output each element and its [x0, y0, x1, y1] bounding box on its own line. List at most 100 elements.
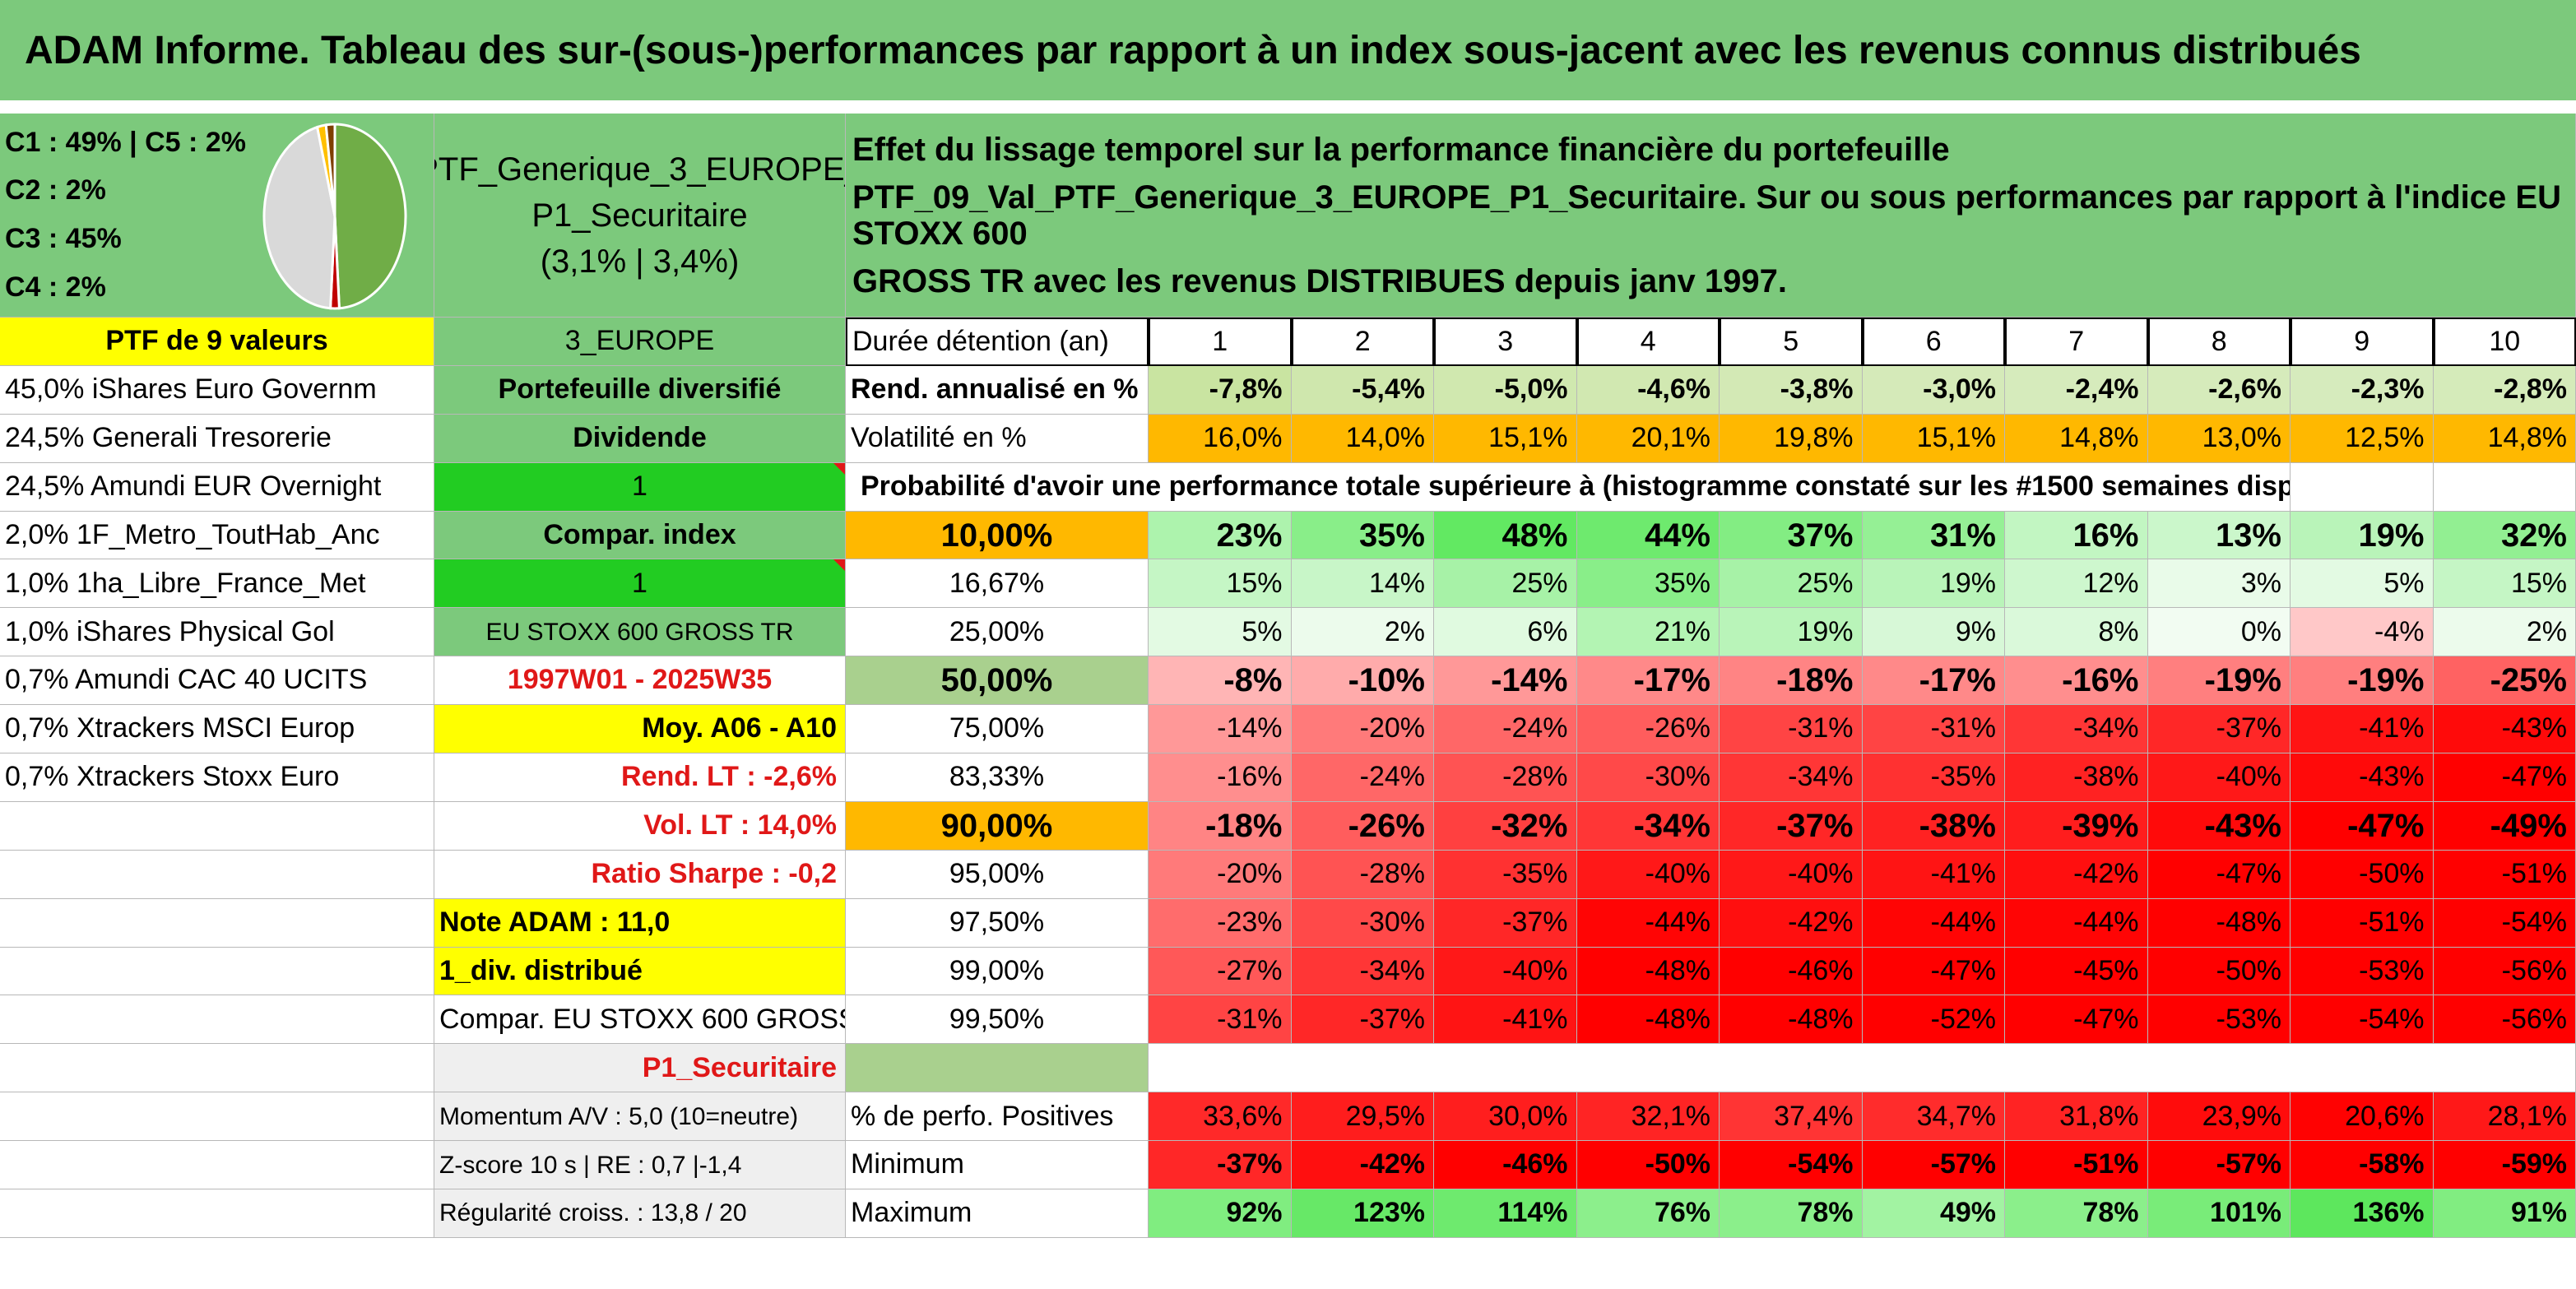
minimum-value: -57%: [2147, 1141, 2291, 1190]
quantile-value: -48%: [2147, 898, 2291, 948]
empty-cell: [846, 1044, 1149, 1093]
quantile-value: -27%: [1149, 947, 1292, 996]
quantile-label: 90,00%: [846, 801, 1149, 851]
quantile-value: -45%: [2005, 947, 2148, 996]
quantile-value: -48%: [1576, 995, 1720, 1045]
empty-cell: [0, 1141, 434, 1190]
volatility-value: 19,8%: [1720, 414, 1863, 463]
positive-perf-value: 37,4%: [1720, 1092, 1863, 1142]
minimum-value: -51%: [2005, 1141, 2148, 1190]
quantile-value: 15%: [2433, 559, 2576, 609]
volatility-value: 14,0%: [1291, 414, 1434, 463]
quantile-value: -40%: [1576, 850, 1720, 899]
holding-item: 2,0% 1F_Metro_ToutHab_Anc: [0, 511, 434, 560]
volatility-value: 14,8%: [2005, 414, 2148, 463]
quantile-value: 15%: [1149, 559, 1292, 609]
quantile-value: -26%: [1576, 705, 1720, 754]
quantile-value: -35%: [1434, 850, 1577, 899]
momentum: Momentum A/V : 5,0 (10=neutre): [434, 1092, 846, 1142]
annual-return-label: Rend. annualisé en %: [846, 365, 1149, 415]
quantile-value: -54%: [2433, 898, 2576, 948]
portfolio-type: Portefeuille diversifié: [434, 365, 846, 415]
quantile-value: -34%: [1291, 947, 1434, 996]
quantile-value: -28%: [1291, 850, 1434, 899]
year-header: 1: [1149, 318, 1292, 366]
positive-perf-value: 32,1%: [1576, 1092, 1720, 1142]
quantile-value: -41%: [2291, 705, 2434, 754]
period: 1997W01 - 2025W35: [434, 656, 846, 706]
quantile-value: 31%: [1862, 511, 2005, 560]
long-term-return: Rend. LT : -2,6%: [434, 753, 846, 802]
quantile-value: -43%: [2433, 705, 2576, 754]
quantile-value: 19%: [2291, 511, 2434, 560]
year-header: 6: [1862, 318, 2005, 366]
quantile-value: -4%: [2291, 608, 2434, 657]
quantile-value: -35%: [1862, 753, 2005, 802]
positive-perf-value: 31,8%: [2005, 1092, 2148, 1142]
adam-score: Note ADAM : 11,0: [434, 898, 846, 948]
holding-item: 0,7% Amundi CAC 40 UCITS: [0, 656, 434, 706]
quantile-value: -16%: [1149, 753, 1292, 802]
empty-cell: [0, 995, 434, 1045]
quantile-value: 2%: [2433, 608, 2576, 657]
quantile-value: 44%: [1576, 511, 1720, 560]
portfolio-name-line1: PTF_Generique_3_EUROPE_: [434, 151, 846, 188]
minimum-value: -58%: [2291, 1141, 2434, 1190]
effect-line3: GROSS TR avec les revenus DISTRIBUES dep…: [852, 262, 1787, 299]
quantile-value: 35%: [1291, 511, 1434, 560]
quantile-value: 13%: [2147, 511, 2291, 560]
holding-item: 45,0% iShares Euro Governm: [0, 365, 434, 415]
holding-item: 1,0% 1ha_Libre_France_Met: [0, 559, 434, 609]
quantile-value: -24%: [1291, 753, 1434, 802]
quantile-value: 3%: [2147, 559, 2291, 609]
pie-slice-c3: [262, 125, 337, 310]
quantile-value: -41%: [1862, 850, 2005, 899]
quantile-value: 16%: [2005, 511, 2148, 560]
quantile-value: -25%: [2433, 656, 2576, 706]
positive-perf-value: 23,9%: [2147, 1092, 2291, 1142]
dividend-value: 1: [434, 462, 846, 512]
quantile-value: -52%: [1862, 995, 2005, 1045]
positive-perf-value: 29,5%: [1291, 1092, 1434, 1142]
quantile-value: 25%: [1434, 559, 1577, 609]
maximum-value: 101%: [2147, 1189, 2291, 1238]
empty-cell: [0, 801, 434, 851]
minimum-value: -42%: [1291, 1141, 1434, 1190]
quantile-value: -14%: [1149, 705, 1292, 754]
long-term-volatility: Vol. LT : 14,0%: [434, 801, 846, 851]
holding-count: PTF de 9 valeurs: [0, 318, 434, 366]
holding-item: 0,7% Xtrackers Stoxx Euro: [0, 753, 434, 802]
quantile-value: -40%: [2147, 753, 2291, 802]
quantile-value: -56%: [2433, 995, 2576, 1045]
minimum-value: -37%: [1149, 1141, 1292, 1190]
positive-perf-value: 30,0%: [1434, 1092, 1577, 1142]
quantile-value: -16%: [2005, 656, 2148, 706]
quantile-value: -34%: [2005, 705, 2148, 754]
quantile-value: -31%: [1862, 705, 2005, 754]
empty-cell: [0, 1189, 434, 1238]
year-header: 5: [1720, 318, 1863, 366]
positive-perf-label: % de perfo. Positives: [846, 1092, 1149, 1142]
annual-return-value: -5,0%: [1434, 365, 1577, 415]
quantile-value: -44%: [2005, 898, 2148, 948]
quantile-value: -50%: [2291, 850, 2434, 899]
holding-item: 0,7% Xtrackers MSCI Europ: [0, 705, 434, 754]
quantile-label: 25,00%: [846, 608, 1149, 657]
quantile-value: -39%: [2005, 801, 2148, 851]
allocation-legend: C1 : 49% | C5 : 2% C2 : 2% C3 : 45% C4 :…: [5, 118, 246, 312]
minimum-value: -50%: [1576, 1141, 1720, 1190]
quantile-label: 16,67%: [846, 559, 1149, 609]
empty-cell: [0, 1044, 434, 1093]
quantile-value: -47%: [2433, 753, 2576, 802]
holding-item: 24,5% Amundi EUR Overnight: [0, 462, 434, 512]
year-header: 10: [2433, 318, 2576, 366]
annual-return-value: -3,0%: [1862, 365, 2005, 415]
quantile-value: -56%: [2433, 947, 2576, 996]
minimum-value: -46%: [1434, 1141, 1577, 1190]
allocation-cell: C1 : 49% | C5 : 2% C2 : 2% C3 : 45% C4 :…: [0, 114, 434, 318]
empty-cell: [0, 850, 434, 899]
maximum-value: 78%: [2005, 1189, 2148, 1238]
year-header: 4: [1576, 318, 1720, 366]
index-name: EU STOXX 600 GROSS TR: [434, 608, 846, 657]
quantile-value: -31%: [1149, 995, 1292, 1045]
